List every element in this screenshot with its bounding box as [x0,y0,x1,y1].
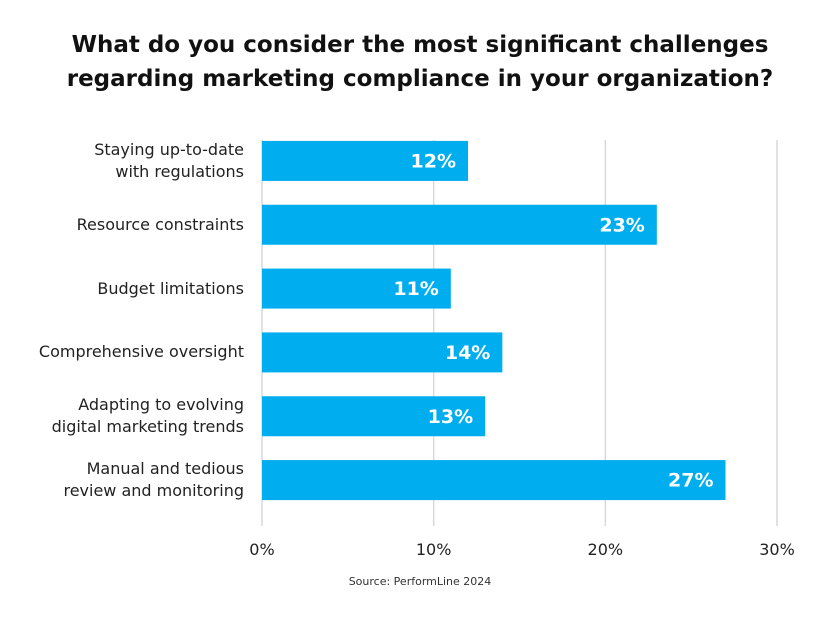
value-label: 12% [411,150,456,172]
y-tick-label: Staying up-to-date with regulations [94,139,244,181]
source: Source: PerformLine 2024 [348,575,492,588]
value-label: 11% [393,278,438,300]
bar [262,460,726,501]
x-tick-label: 10% [416,540,452,559]
bar [262,140,468,181]
bar [262,396,486,437]
chart-title: What do you consider the most significan… [66,32,774,92]
bar [262,332,503,373]
bar [262,268,451,309]
value-label: 14% [445,342,490,364]
y-tick-label: Resource constraints [76,214,244,234]
x-tick-label: 30% [759,540,795,559]
y-tick-label: Comprehensive oversight [38,342,244,362]
x-tick-label: 0% [249,540,274,559]
value-label: 27% [668,470,713,492]
bar [262,204,657,245]
y-tick-label: Budget limitations [97,278,244,298]
value-label: 13% [428,406,473,428]
y-tick-label: Manual and tedious review and monitoring [63,459,244,501]
value-label: 23% [599,214,644,236]
y-tick-label: Adapting to evolving digital marketing t… [51,395,244,437]
x-tick-label: 20% [588,540,624,559]
